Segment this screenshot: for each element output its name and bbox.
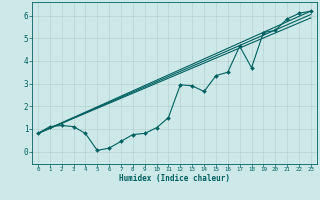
X-axis label: Humidex (Indice chaleur): Humidex (Indice chaleur) bbox=[119, 174, 230, 183]
